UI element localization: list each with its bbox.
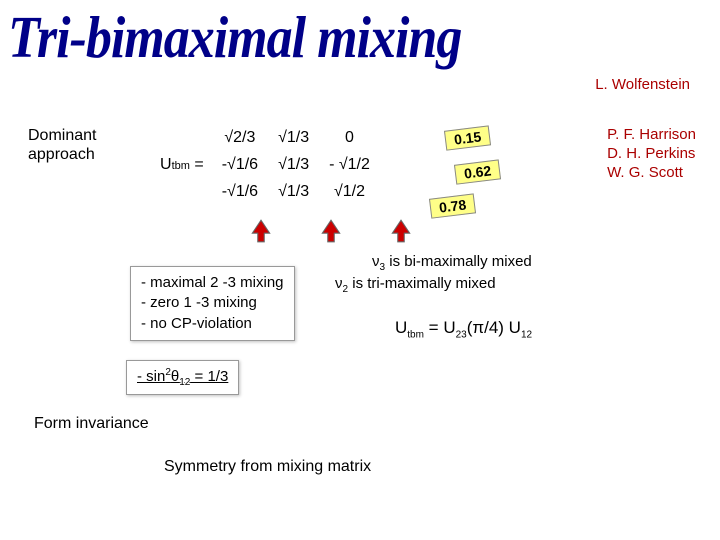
arrow-col-3-icon <box>390 218 412 244</box>
ref-perkins: D. H. Perkins <box>607 145 696 164</box>
nu3-symbol: ν <box>372 253 380 270</box>
sin2theta-box: - sin2θ12 = 1/3 <box>126 360 239 395</box>
form-invariance-label: Form invariance <box>34 415 149 433</box>
badge-0-62: 0.62 <box>454 159 501 184</box>
nu3-txt: is bi-maximally mixed <box>385 253 532 270</box>
arrow-col-1-icon <box>250 218 272 244</box>
ref-wolfenstein: L. Wolfenstein <box>595 76 690 93</box>
ut2-paren: (π/4) U <box>467 318 521 337</box>
m-c3-r3: 1/2 <box>343 183 365 200</box>
slide-title: Tri-bimaximal mixing <box>8 4 461 72</box>
sin-post: = 1/3 <box>190 368 228 385</box>
m-c3-r2: 1/2 <box>348 156 370 173</box>
symmetry-label: Symmetry from mixing matrix <box>164 458 371 476</box>
dominant-l1: Dominant <box>28 126 96 145</box>
sin-sub: 12 <box>179 377 190 388</box>
m-c2-r2: 1/3 <box>287 156 309 173</box>
matrix-col-2: 1/3 1/3 1/3 <box>278 124 309 206</box>
mixing-l3: - no CP-violation <box>141 314 284 334</box>
nu3-text: ν3 is bi-maximally mixed <box>372 253 532 273</box>
dominant-l2: approach <box>28 145 96 164</box>
utbm-matrix: Utbm = 2/3 -1/6 -1/6 1/3 1/3 1/3 0 - 1/2… <box>160 124 380 206</box>
ut2-sub1: tbm <box>407 329 424 340</box>
utbm-u: U <box>160 156 172 173</box>
ut2-sub2: 23 <box>456 329 467 340</box>
utbm-eq-sign: = <box>190 156 204 173</box>
matrix-col-1: 2/3 -1/6 -1/6 <box>222 124 258 206</box>
ref-harrison-block: P. F. Harrison D. H. Perkins W. G. Scott <box>607 126 696 182</box>
utbm-sub: tbm <box>172 160 190 172</box>
matrix-col-3: 0 - 1/2 1/2 <box>329 124 370 206</box>
nu2-text: ν2 is tri-maximally mixed <box>335 275 496 295</box>
nu2-txt: is tri-maximally mixed <box>348 275 496 292</box>
utbm-decomposition: Utbm = U23(π/4) U12 <box>395 318 532 340</box>
utbm-lhs: Utbm = <box>160 156 204 174</box>
ref-scott: W. G. Scott <box>607 164 696 183</box>
mixing-l1: - maximal 2 -3 mixing <box>141 273 284 293</box>
badge-0-78: 0.78 <box>429 193 476 218</box>
ut2-sub3: 12 <box>521 329 532 340</box>
dominant-approach-label: Dominant approach <box>28 126 96 164</box>
sin-theta: θ <box>171 368 179 385</box>
ut2-mid: = U <box>424 318 456 337</box>
arrow-col-2-icon <box>320 218 342 244</box>
sin-pre: - sin <box>137 368 165 385</box>
ut2-u: U <box>395 318 407 337</box>
m-c1-r3: 1/6 <box>236 183 258 200</box>
nu2-symbol: ν <box>335 275 343 292</box>
m-c3-r1: 0 <box>345 129 354 146</box>
m-c1-r2: 1/6 <box>236 156 258 173</box>
mixing-properties-box: - maximal 2 -3 mixing - zero 1 -3 mixing… <box>130 266 295 341</box>
m-c3-r2-pre: - <box>329 156 339 173</box>
ref-harrison: P. F. Harrison <box>607 126 696 145</box>
m-c1-r1: 2/3 <box>233 129 255 146</box>
m-c2-r3: 1/3 <box>287 183 309 200</box>
m-c2-r1: 1/3 <box>287 129 309 146</box>
mixing-l2: - zero 1 -3 mixing <box>141 293 284 313</box>
badge-0-15: 0.15 <box>444 125 491 150</box>
